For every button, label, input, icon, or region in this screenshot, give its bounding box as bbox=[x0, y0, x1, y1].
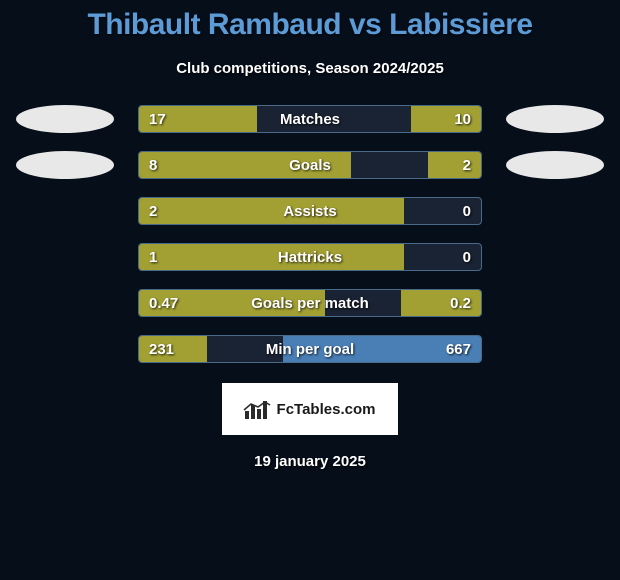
stat-value-right: 2 bbox=[463, 152, 471, 178]
chart-icon bbox=[245, 399, 271, 419]
stat-bar-left-fill bbox=[139, 244, 404, 270]
stat-value-right: 0 bbox=[463, 244, 471, 270]
comparison-row: 82Goals bbox=[0, 151, 620, 179]
chart-line-icon bbox=[243, 401, 271, 411]
stat-bar: 20Assists bbox=[138, 197, 482, 225]
stat-value-right: 0 bbox=[463, 198, 471, 224]
stat-value-right: 0.2 bbox=[450, 290, 471, 316]
player-left-ellipse bbox=[16, 151, 114, 179]
page-title: Thibault Rambaud vs Labissiere bbox=[87, 8, 532, 42]
stat-bar-right-fill bbox=[428, 152, 481, 178]
stat-value-left: 1 bbox=[149, 244, 157, 270]
page-subtitle: Club competitions, Season 2024/2025 bbox=[176, 60, 444, 77]
player-left-ellipse bbox=[16, 105, 114, 133]
stat-bar: 231667Min per goal bbox=[138, 335, 482, 363]
stat-value-right: 10 bbox=[454, 106, 471, 132]
comparison-row: 231667Min per goal bbox=[0, 335, 620, 363]
stat-bar: 0.470.2Goals per match bbox=[138, 289, 482, 317]
comparison-row: 10Hattricks bbox=[0, 243, 620, 271]
stat-bar-left-fill bbox=[139, 198, 404, 224]
stat-bar: 10Hattricks bbox=[138, 243, 482, 271]
badge-text: FcTables.com bbox=[277, 401, 376, 418]
comparison-rows: 1710Matches82Goals20Assists10Hattricks0.… bbox=[0, 105, 620, 363]
comparison-row: 20Assists bbox=[0, 197, 620, 225]
stat-value-left: 2 bbox=[149, 198, 157, 224]
player-right-ellipse bbox=[506, 105, 604, 133]
player-right-ellipse bbox=[506, 151, 604, 179]
fctables-badge[interactable]: FcTables.com bbox=[222, 383, 398, 435]
stat-value-left: 0.47 bbox=[149, 290, 178, 316]
date-label: 19 january 2025 bbox=[254, 453, 366, 470]
stat-value-left: 231 bbox=[149, 336, 174, 362]
comparison-row: 1710Matches bbox=[0, 105, 620, 133]
stat-value-left: 17 bbox=[149, 106, 166, 132]
stat-bar: 1710Matches bbox=[138, 105, 482, 133]
stat-value-left: 8 bbox=[149, 152, 157, 178]
stat-bar: 82Goals bbox=[138, 151, 482, 179]
stat-value-right: 667 bbox=[446, 336, 471, 362]
infographic-container: Thibault Rambaud vs Labissiere Club comp… bbox=[0, 0, 620, 580]
stat-bar-left-fill bbox=[139, 152, 351, 178]
comparison-row: 0.470.2Goals per match bbox=[0, 289, 620, 317]
